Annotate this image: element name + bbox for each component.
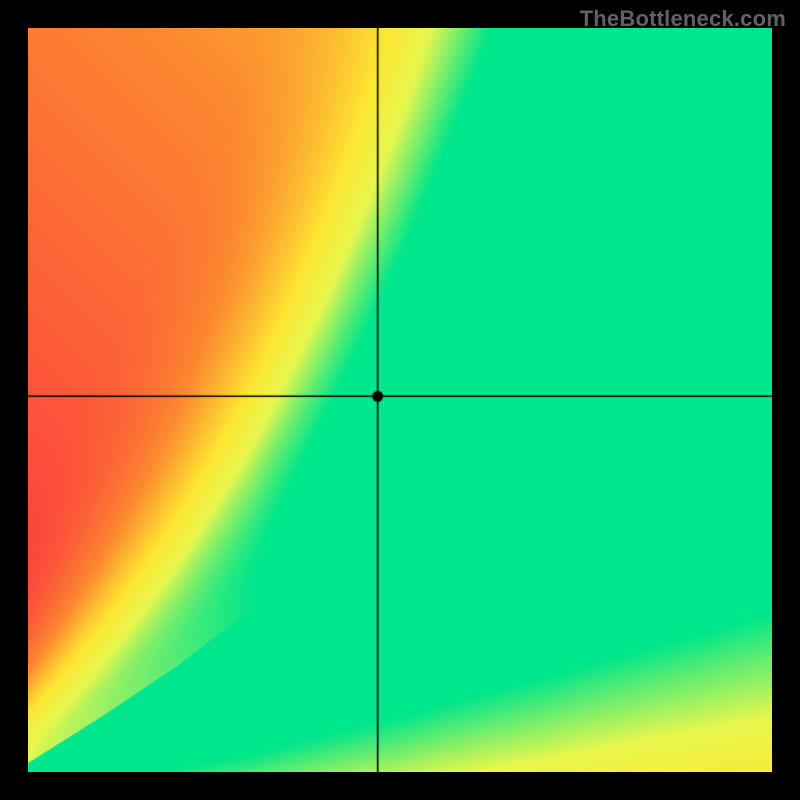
plot-frame xyxy=(28,28,772,772)
bottleneck-heatmap xyxy=(28,28,772,772)
watermark-text: TheBottleneck.com xyxy=(580,6,786,32)
